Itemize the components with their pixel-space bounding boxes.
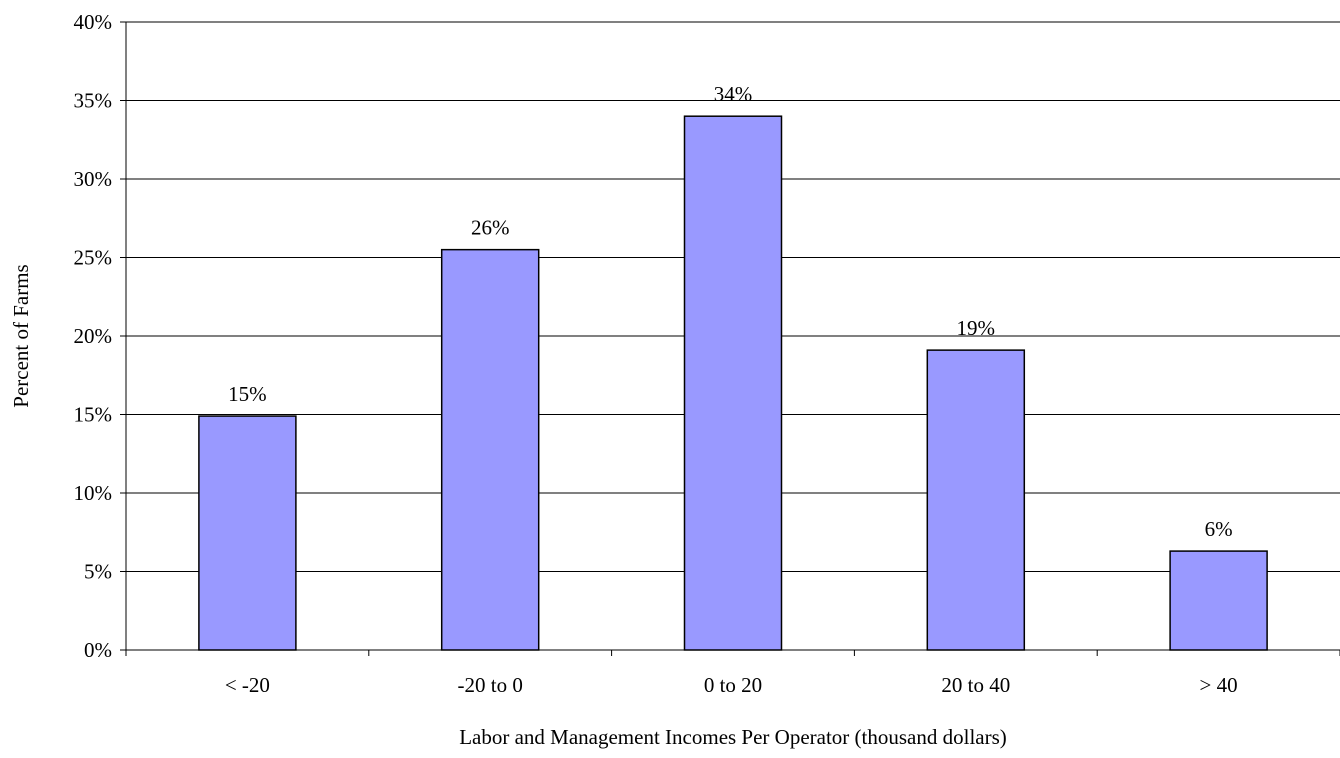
y-axis-title: Percent of Farms: [9, 264, 33, 407]
y-tick-label: 0%: [84, 638, 112, 662]
bar: [1169, 550, 1268, 651]
x-category-label: 20 to 40: [941, 673, 1010, 697]
labels: 0% 5% 10% 15% 20% 25% 30% 35% 40% < -20 15% -20 to …: [74, 10, 1238, 697]
bar-value-label: 26%: [471, 216, 510, 240]
bar: [926, 349, 1026, 651]
y-tick-label: 30%: [74, 167, 113, 191]
y-tick-label: 5%: [84, 560, 112, 584]
x-category-label: > 40: [1200, 673, 1238, 697]
bar-value-label: 15%: [228, 382, 267, 406]
x-axis-title: Labor and Management Incomes Per Operato…: [459, 725, 1007, 749]
bar: [440, 248, 540, 651]
bar-value-label: 34%: [714, 82, 753, 106]
x-category-label: 0 to 20: [704, 673, 762, 697]
bar: [198, 415, 297, 651]
axes: [120, 21, 1340, 656]
bar-value-label: 19%: [957, 316, 996, 340]
x-category-label: -20 to 0: [458, 673, 523, 697]
bars: [198, 115, 1268, 651]
y-tick-label: 40%: [74, 10, 113, 34]
bar-value-label: 6%: [1205, 517, 1233, 541]
y-tick-label: 35%: [74, 89, 113, 113]
y-tick-label: 10%: [74, 481, 113, 505]
y-tick-label: 25%: [74, 246, 113, 270]
y-tick-label: 15%: [74, 403, 113, 427]
bar: [683, 115, 783, 651]
x-category-label: < -20: [225, 673, 270, 697]
y-tick-label: 20%: [74, 324, 113, 348]
